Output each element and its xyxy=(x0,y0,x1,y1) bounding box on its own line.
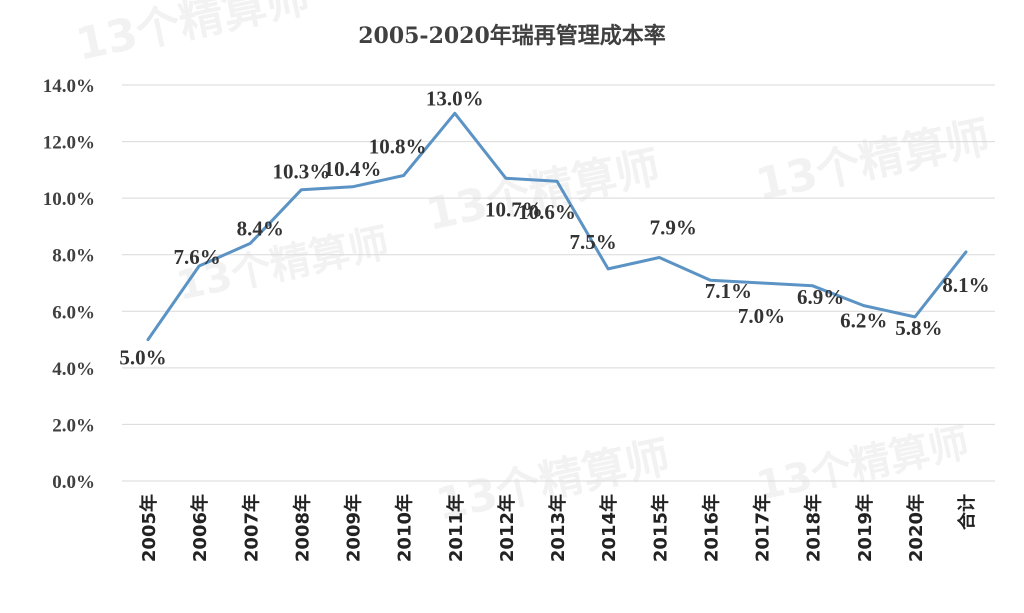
x-tick-label: 2009年 xyxy=(343,494,365,562)
data-label: 7.5% xyxy=(570,230,617,254)
x-tick-label: 2008年 xyxy=(291,494,313,562)
x-tick-label: 2006年 xyxy=(189,494,211,562)
x-tick-label: 2005年 xyxy=(138,494,160,562)
data-labels: 5.0% 7.6% 8.4% 10.3%10.4%10.8% 13.0% 10.7%10.… xyxy=(119,86,989,369)
x-tick-label: 2012年 xyxy=(496,494,518,562)
y-tick-label: 14.0% xyxy=(43,76,95,97)
watermark-text: 13个精算师 xyxy=(72,0,315,71)
data-label: 7.0% xyxy=(738,304,785,328)
y-tick-label: 8.0% xyxy=(52,246,95,267)
watermark-text: 13个精算师 xyxy=(752,112,995,211)
data-label: 13.0% xyxy=(426,86,484,110)
x-tick-label: 2015年 xyxy=(649,494,671,562)
x-tick-label: 2007年 xyxy=(240,494,262,562)
x-tick-label: 2016年 xyxy=(700,494,722,562)
y-tick-label: 6.0% xyxy=(52,302,95,323)
y-tick-label: 2.0% xyxy=(52,415,95,436)
y-tick-label: 12.0% xyxy=(43,133,95,154)
x-tick-label: 2017年 xyxy=(752,494,774,562)
data-label: 7.9% xyxy=(650,216,697,240)
y-tick-label: 10.0% xyxy=(43,189,95,210)
data-label: 10.8% xyxy=(369,135,427,159)
x-tick-label: 2019年 xyxy=(854,494,876,562)
x-tick-label: 2020年 xyxy=(905,494,927,562)
data-label: 8.4% xyxy=(237,216,284,240)
series-layer xyxy=(146,111,968,342)
x-axis-ticks: 2005年 2006年 2007年 2008年 2009年 2010年 2011年 2012年… xyxy=(138,494,978,562)
data-label: 8.1% xyxy=(942,273,989,297)
watermark-text: 13个精算师 xyxy=(422,142,665,241)
x-tick-label: 2010年 xyxy=(394,494,416,562)
x-tick-label: 2018年 xyxy=(803,494,825,562)
y-tick-label: 4.0% xyxy=(52,359,95,380)
data-label: 6.9% xyxy=(797,285,844,309)
data-label: 7.1% xyxy=(705,279,752,303)
data-label: 5.0% xyxy=(119,346,166,370)
data-label: 10.4% xyxy=(324,157,382,181)
y-tick-label: 0.0% xyxy=(52,472,95,493)
data-label: 10.3% xyxy=(273,160,331,184)
data-label: 10.6% xyxy=(518,200,576,224)
data-label: 5.8% xyxy=(895,316,942,340)
series-line xyxy=(146,111,968,342)
x-tick-label: 2013年 xyxy=(547,494,569,562)
x-tick-label: 合计 xyxy=(956,494,978,530)
gridlines xyxy=(122,84,995,482)
x-tick-label: 2014年 xyxy=(598,494,620,562)
data-label: 6.2% xyxy=(840,309,887,333)
data-label: 7.6% xyxy=(174,245,221,269)
data-label: 10.7% xyxy=(485,197,543,221)
x-tick-label: 2011年 xyxy=(445,494,467,562)
y-axis-ticks: 0.0% 2.0% 4.0% 6.0% 8.0% 10.0% 12.0% 14.0% xyxy=(43,76,95,493)
chart-title: 2005-2020年瑞再管理成本率 xyxy=(358,23,666,49)
